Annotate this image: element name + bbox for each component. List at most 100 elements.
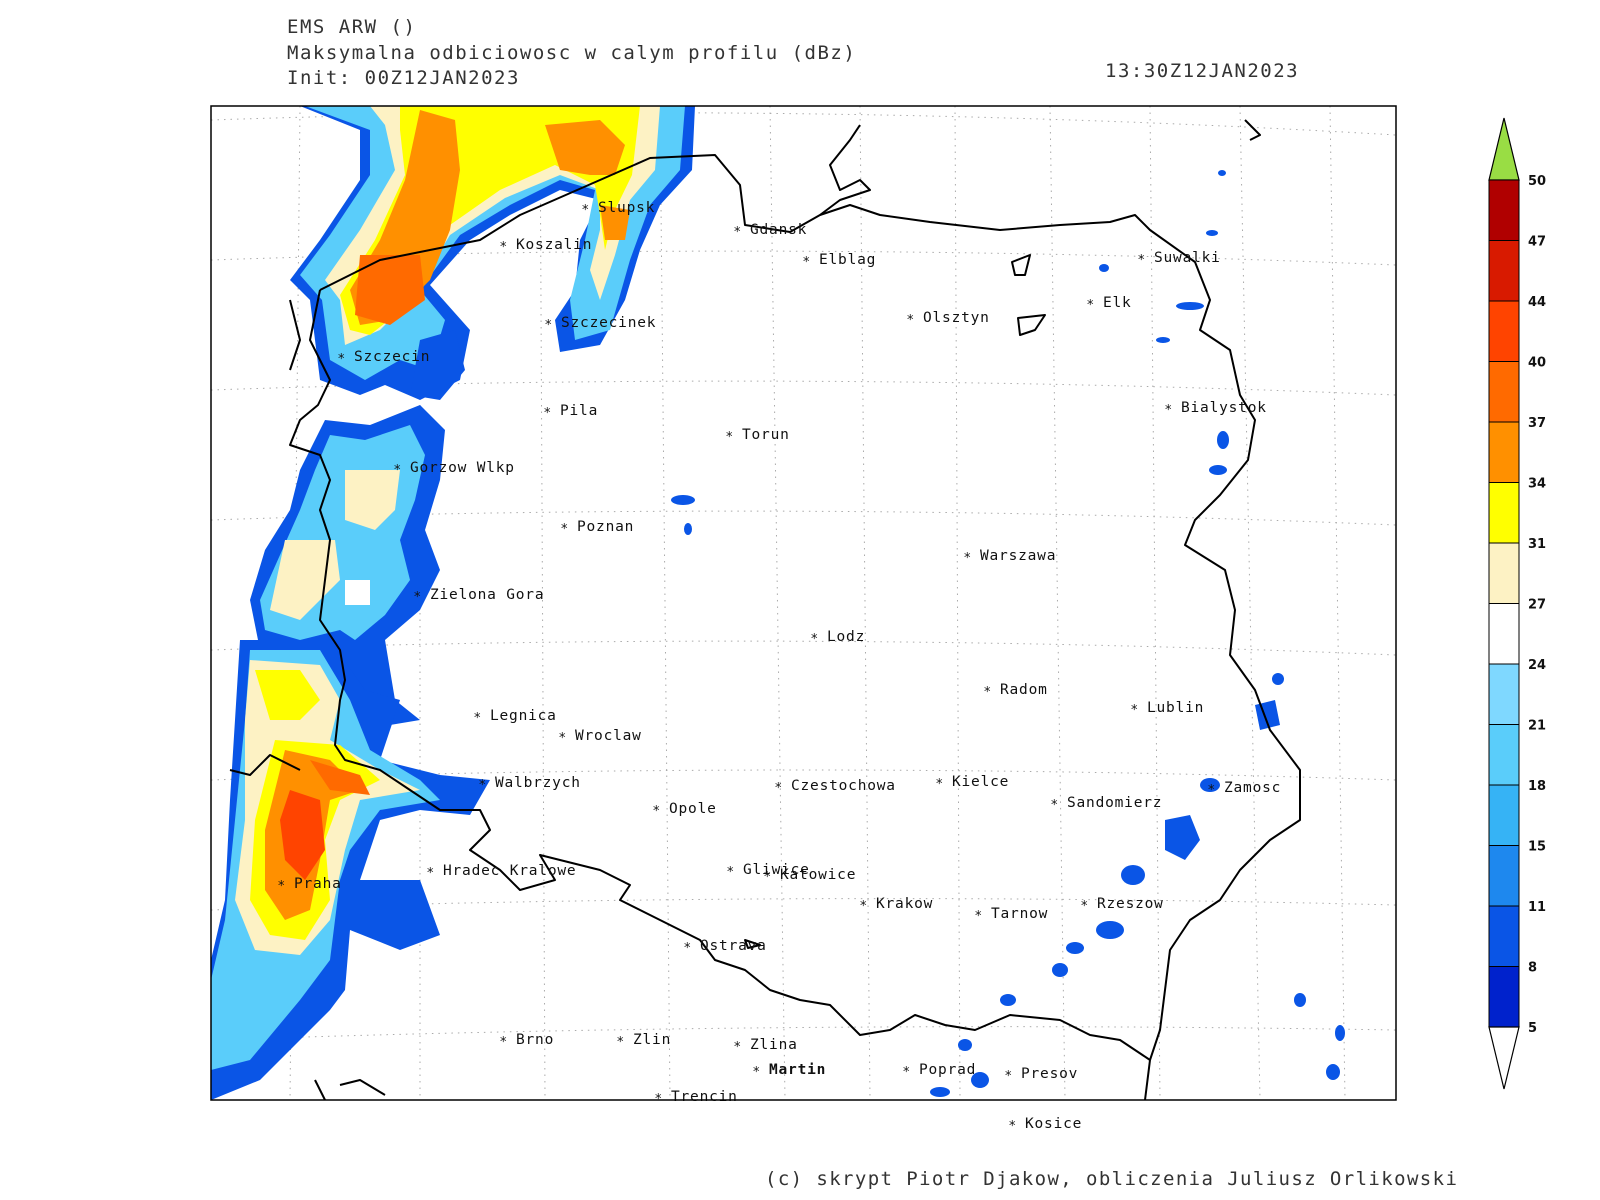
city-kosice: * Kosice [1009, 1116, 1081, 1134]
init-time: Init: 00Z12JAN2023 [287, 67, 520, 89]
svg-text:Lodz: Lodz [827, 629, 865, 645]
svg-text:Krakow: Krakow [876, 896, 933, 912]
svg-text:*: * [479, 778, 486, 793]
svg-text:*: * [582, 203, 589, 218]
city-szczecin: * Szczecin [338, 349, 430, 367]
colorbar-over-triangle [1488, 117, 1520, 181]
city-slupsk: * Slupsk [582, 200, 655, 218]
city-radom: * Radom [984, 682, 1047, 700]
svg-text:Kielce: Kielce [952, 774, 1009, 790]
svg-text:*: * [1051, 798, 1058, 813]
svg-text:*: * [860, 899, 867, 914]
colorbar: 50 47 44 40 37 34 31 27 24 21 18 15 11 8 5 [1488, 117, 1546, 1090]
svg-text:Ostrava: Ostrava [700, 938, 767, 954]
city-czestochowa: * Czestochowa [775, 778, 895, 796]
svg-text:*: * [545, 318, 552, 333]
city-hradec-kralowe: * Hradec Kralowe [427, 863, 576, 881]
svg-text:Szczecinek: Szczecinek [561, 315, 656, 331]
colorbar-tick-label: 37 [1528, 416, 1546, 431]
city-legnica: * Legnica [474, 708, 557, 726]
svg-text:Praha: Praha [294, 876, 342, 892]
svg-text:Brno: Brno [516, 1032, 554, 1048]
svg-text:Tarnow: Tarnow [991, 906, 1048, 922]
colorbar-tick-label: 44 [1528, 295, 1546, 310]
credit-line: (c) skrypt Piotr Djakow, obliczenia Juli… [765, 1168, 1459, 1190]
city-olsztyn: * Olsztyn [907, 310, 989, 328]
outside-city-labels: * Trencin * Kosice [655, 1089, 1081, 1134]
city-kielce: * Kielce [936, 774, 1009, 792]
svg-text:*: * [278, 879, 285, 894]
svg-text:Poprad: Poprad [919, 1062, 976, 1078]
city-gorzow: * Gorzow Wlkp [394, 460, 515, 478]
svg-text:Slupsk: Slupsk [598, 200, 655, 216]
colorbar-bin [1488, 240, 1520, 302]
city-elblag: * Elblag [803, 252, 876, 270]
city-sandomierz: * Sandomierz [1051, 795, 1162, 813]
city-lodz: * Lodz [811, 629, 865, 647]
colorbar-bin [1488, 603, 1520, 665]
svg-text:Martin: Martin [769, 1062, 826, 1078]
valid-time: 13:30Z12JAN2023 [1105, 60, 1300, 82]
svg-text:*: * [936, 777, 943, 792]
svg-text:Bialystok: Bialystok [1181, 400, 1267, 416]
colorbar-bin [1488, 724, 1520, 786]
city-tarnow: * Tarnow [975, 906, 1048, 924]
svg-text:*: * [684, 941, 691, 956]
colorbar-bin [1488, 421, 1520, 483]
radar-echo-east [671, 170, 1345, 1097]
svg-text:Suwalki: Suwalki [1154, 250, 1221, 266]
colorbar-tick-label: 50 [1528, 174, 1546, 189]
city-szczecinek: * Szczecinek [545, 315, 656, 333]
city-poznan: * Poznan [561, 519, 634, 537]
model-title: EMS ARW () [287, 16, 417, 38]
colorbar-tick-label: 31 [1528, 537, 1546, 552]
city-rzeszow: * Rzeszow [1081, 896, 1163, 914]
svg-text:Opole: Opole [669, 801, 717, 817]
svg-text:*: * [1081, 899, 1088, 914]
city-bialystok: * Bialystok [1165, 400, 1267, 418]
colorbar-under-triangle [1488, 1026, 1520, 1090]
colorbar-tick-label: 34 [1528, 477, 1546, 492]
city-elk: * Elk [1087, 295, 1131, 313]
city-torun: * Torun [726, 427, 790, 445]
svg-text:*: * [1087, 298, 1094, 313]
svg-text:Torun: Torun [742, 427, 790, 443]
svg-text:Szczecin: Szczecin [354, 349, 430, 365]
city-brno: * Brno [500, 1032, 554, 1050]
svg-text:*: * [984, 685, 991, 700]
svg-text:*: * [1005, 1069, 1012, 1084]
svg-text:*: * [727, 865, 734, 880]
svg-text:Koszalin: Koszalin [516, 237, 592, 253]
svg-text:Trencin: Trencin [671, 1089, 738, 1105]
city-gdansk: * Gdansk [734, 222, 806, 240]
city-zamosc: * Zamosc [1208, 780, 1280, 798]
svg-text:Elblag: Elblag [819, 252, 876, 268]
svg-text:Poznan: Poznan [577, 519, 634, 535]
city-martin: * Martin [753, 1062, 826, 1080]
colorbar-tick-label: 5 [1528, 1021, 1537, 1036]
svg-text:*: * [653, 804, 660, 819]
svg-text:Legnica: Legnica [490, 708, 557, 724]
colorbar-tick-label: 8 [1528, 961, 1537, 976]
svg-text:*: * [775, 781, 782, 796]
svg-text:Lublin: Lublin [1147, 700, 1204, 716]
svg-text:*: * [427, 866, 434, 881]
svg-text:Zielona Gora: Zielona Gora [430, 587, 544, 603]
svg-text:*: * [964, 551, 971, 566]
city-katowice: * Katowice [764, 867, 855, 885]
city-walbrzych: * Walbrzych [479, 775, 580, 793]
svg-text:*: * [903, 1065, 910, 1080]
svg-text:*: * [500, 1035, 507, 1050]
svg-text:*: * [803, 255, 810, 270]
svg-text:*: * [1208, 783, 1215, 798]
svg-text:Warszawa: Warszawa [980, 548, 1056, 564]
city-zielona-gora: * Zielona Gora [414, 587, 544, 605]
svg-text:*: * [811, 632, 818, 647]
svg-text:*: * [1165, 403, 1172, 418]
svg-text:*: * [500, 240, 507, 255]
svg-text:Gorzow Wlkp: Gorzow Wlkp [410, 460, 515, 476]
svg-text:*: * [734, 1040, 741, 1055]
colorbar-bin [1488, 482, 1520, 544]
svg-text:*: * [1131, 703, 1138, 718]
svg-text:*: * [1009, 1119, 1016, 1134]
